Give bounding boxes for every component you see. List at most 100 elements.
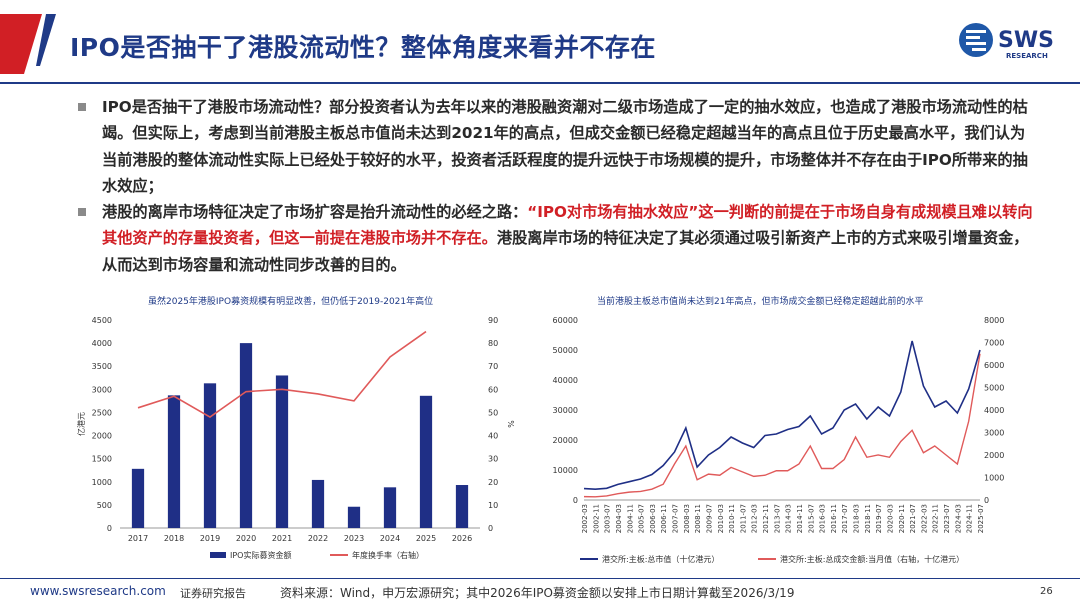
x-tick-label: 2004-03 bbox=[615, 504, 623, 533]
x-tick-label: 2002-03 bbox=[581, 504, 589, 533]
x-tick-label: 2003-07 bbox=[604, 504, 612, 533]
bullet-item-offshore-market: 港股的离岸市场特征决定了市场扩容是抬升流动性的必经之路：“IPO对市场有抽水效应… bbox=[74, 199, 1034, 278]
x-tick-label: 2026 bbox=[452, 534, 472, 543]
y2-tick-label: 0 bbox=[488, 524, 493, 533]
y2-tick-label: 1000 bbox=[984, 474, 1004, 483]
y2-tick-label: 4000 bbox=[984, 406, 1004, 415]
x-tick-label: 2005-07 bbox=[638, 504, 646, 533]
y-tick-label: 60000 bbox=[553, 316, 578, 325]
page-number: 26 bbox=[1040, 586, 1053, 597]
title-divider bbox=[0, 82, 1080, 84]
chart-ipo-title: 虽然2025年港股IPO募资规模有明显改善，但仍低于2019-2021年高位 bbox=[148, 297, 434, 307]
bullet-item-ipo-liquidity: IPO是否抽干了港股市场流动性？部分投资者认为去年以来的港股融资潮对二级市场造成… bbox=[74, 94, 1034, 199]
bar bbox=[455, 485, 469, 528]
x-tick-label: 2020-11 bbox=[898, 504, 906, 533]
y-tick-label: 30000 bbox=[553, 406, 578, 415]
y2-tick-label: 10 bbox=[488, 501, 498, 510]
y2-tick-label: 50 bbox=[488, 408, 498, 417]
x-tick-label: 2006-11 bbox=[660, 504, 668, 533]
x-tick-label: 2022-03 bbox=[920, 504, 928, 533]
x-tick-label: 2002-11 bbox=[592, 504, 600, 533]
y-tick-label: 0 bbox=[573, 496, 578, 505]
legend-label-line: 年度换手率（右轴） bbox=[352, 550, 424, 560]
y-tick-label: 4500 bbox=[92, 316, 112, 325]
y2-tick-label: 90 bbox=[488, 316, 498, 325]
footer-url-link[interactable]: www.swsresearch.com bbox=[30, 584, 166, 598]
y2-axis-label: % bbox=[506, 420, 515, 428]
x-tick-label: 2023 bbox=[344, 534, 364, 543]
bullet-list: IPO是否抽干了港股市场流动性？部分投资者认为去年以来的港股融资潮对二级市场造成… bbox=[74, 94, 1034, 278]
y-tick-label: 10000 bbox=[553, 466, 578, 475]
bar bbox=[131, 468, 145, 528]
chart-market-title: 当前港股主板总市值尚未达到21年高点，但市场成交金额已经稳定超越此前的水平 bbox=[597, 297, 924, 307]
x-tick-label: 2024 bbox=[380, 534, 400, 543]
y-tick-label: 4000 bbox=[92, 339, 112, 348]
sws-logo-icon: SWS RESEARCH bbox=[959, 23, 1054, 60]
bullet-text-lead: 港股的离岸市场特征决定了市场扩容是抬升流动性的必经之路： bbox=[102, 203, 528, 222]
x-tick-label: 2021 bbox=[272, 534, 292, 543]
x-tick-label: 2019 bbox=[200, 534, 220, 543]
y-tick-label: 50000 bbox=[553, 346, 578, 355]
x-tick-label: 2015-07 bbox=[807, 504, 815, 533]
y2-tick-label: 40 bbox=[488, 432, 498, 441]
y2-tick-label: 7000 bbox=[984, 339, 1004, 348]
bullet-square-icon bbox=[78, 103, 86, 111]
bar bbox=[311, 479, 325, 528]
x-tick-label: 2016-11 bbox=[830, 504, 838, 533]
page-title: IPO是否抽干了港股流动性？整体角度来看并不存在 bbox=[70, 33, 656, 62]
legend-label-turnover: 港交所:主板:总成交金额:当月值（右轴，十亿港元） bbox=[780, 554, 964, 564]
x-tick-label: 2014-11 bbox=[796, 504, 804, 533]
x-tick-label: 2019-07 bbox=[875, 504, 883, 533]
x-tick-label: 2006-03 bbox=[649, 504, 657, 533]
x-tick-label: 2017-07 bbox=[841, 504, 849, 533]
y2-tick-label: 80 bbox=[488, 339, 498, 348]
y2-tick-label: 3000 bbox=[984, 429, 1004, 438]
chart-ipo-fundraising: 0 500 1000 1500 2000 2500 3000 3500 4000 4500 0 10 2… bbox=[76, 316, 515, 560]
bullet-text-highlight: “IPO对市场有抽水效应”这一判断的前提在于市场自身有成规模且难以转向其他资产的… bbox=[102, 203, 1033, 248]
x-tick-label: 2009-07 bbox=[705, 504, 713, 533]
y2-tick-label: 70 bbox=[488, 362, 498, 371]
x-tick-label: 2024-11 bbox=[966, 504, 974, 533]
y-tick-label: 0 bbox=[107, 524, 112, 533]
y-tick-label: 20000 bbox=[553, 436, 578, 445]
x-tick-label: 2017 bbox=[128, 534, 148, 543]
y2-tick-label: 30 bbox=[488, 455, 498, 464]
bullet-square-icon bbox=[78, 208, 86, 217]
chart-market-cap-turnover: 0 10000 20000 30000 40000 50000 60000 0 1000 2000… bbox=[553, 316, 1005, 564]
y2-tick-label: 6000 bbox=[984, 361, 1004, 370]
x-tick-label: 2013-07 bbox=[773, 504, 781, 533]
x-tick-label: 2012-03 bbox=[751, 504, 759, 533]
x-tick-label: 2012-11 bbox=[762, 504, 770, 533]
x-tick-label: 2020-03 bbox=[886, 504, 894, 533]
y-tick-label: 40000 bbox=[553, 376, 578, 385]
x-tick-label: 2016-03 bbox=[819, 504, 827, 533]
x-tick-label: 2020 bbox=[236, 534, 256, 543]
x-tick-label: 2010-11 bbox=[728, 504, 736, 533]
x-tick-label: 2004-11 bbox=[626, 504, 634, 533]
footer-report-label: 证券研究报告 bbox=[180, 587, 246, 600]
x-tick-label: 2014-03 bbox=[785, 504, 793, 533]
footer-source-note: 资料来源：Wind，申万宏源研究；其中2026年IPO募资金额以安排上市日期计算… bbox=[280, 586, 795, 600]
y2-tick-label: 5000 bbox=[984, 384, 1004, 393]
y-tick-label: 1000 bbox=[92, 478, 112, 487]
y2-tick-label: 60 bbox=[488, 385, 498, 394]
x-tick-label: 2021-07 bbox=[909, 504, 917, 533]
y-tick-label: 2500 bbox=[92, 408, 112, 417]
y-tick-label: 3500 bbox=[92, 362, 112, 371]
footer-divider bbox=[0, 578, 1080, 579]
turnover-line bbox=[137, 330, 427, 419]
sws-logo: SWS RESEARCH bbox=[958, 20, 1068, 64]
bar bbox=[383, 487, 397, 528]
turnover-line bbox=[583, 353, 981, 498]
x-tick-label: 2008-03 bbox=[683, 504, 691, 533]
y2-tick-label: 20 bbox=[488, 478, 498, 487]
x-tick-label: 2018 bbox=[164, 534, 184, 543]
market-cap-line bbox=[583, 340, 981, 491]
bullet-text: IPO是否抽干了港股市场流动性？部分投资者认为去年以来的港股融资潮对二级市场造成… bbox=[102, 98, 1028, 195]
x-tick-label: 2010-03 bbox=[717, 504, 725, 533]
y2-tick-label: 8000 bbox=[984, 316, 1004, 325]
bar bbox=[347, 506, 361, 528]
logo-brand: SWS bbox=[998, 28, 1054, 53]
x-tick-label: 2025-07 bbox=[977, 504, 985, 533]
